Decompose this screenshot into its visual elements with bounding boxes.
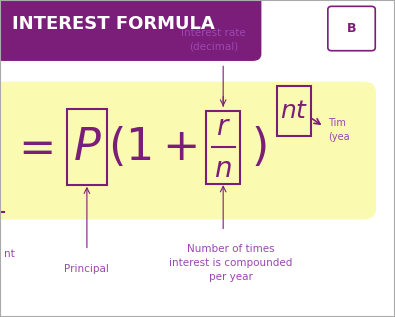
Text: $r$: $r$ bbox=[216, 113, 231, 141]
FancyBboxPatch shape bbox=[277, 86, 311, 136]
Text: $nt$: $nt$ bbox=[280, 99, 308, 123]
Text: Interest rate
(decimal): Interest rate (decimal) bbox=[181, 28, 246, 52]
FancyBboxPatch shape bbox=[328, 6, 375, 51]
Text: INTEREST FORMULA: INTEREST FORMULA bbox=[12, 15, 214, 33]
Text: $n$: $n$ bbox=[214, 155, 232, 183]
Text: Number of times
interest is compounded
per year: Number of times interest is compounded p… bbox=[169, 244, 293, 282]
Text: Principal: Principal bbox=[64, 264, 109, 275]
Text: $P$: $P$ bbox=[73, 126, 101, 169]
Text: $=$: $=$ bbox=[10, 126, 53, 169]
Text: B: B bbox=[347, 22, 356, 35]
Text: $)$: $)$ bbox=[251, 126, 267, 169]
FancyBboxPatch shape bbox=[0, 82, 375, 219]
FancyBboxPatch shape bbox=[0, 0, 261, 60]
Text: Tim
(yea: Tim (yea bbox=[328, 118, 350, 142]
FancyBboxPatch shape bbox=[67, 109, 107, 185]
Text: nt: nt bbox=[4, 249, 15, 259]
Text: $(1 +$: $(1 +$ bbox=[107, 126, 197, 169]
FancyBboxPatch shape bbox=[206, 111, 240, 184]
